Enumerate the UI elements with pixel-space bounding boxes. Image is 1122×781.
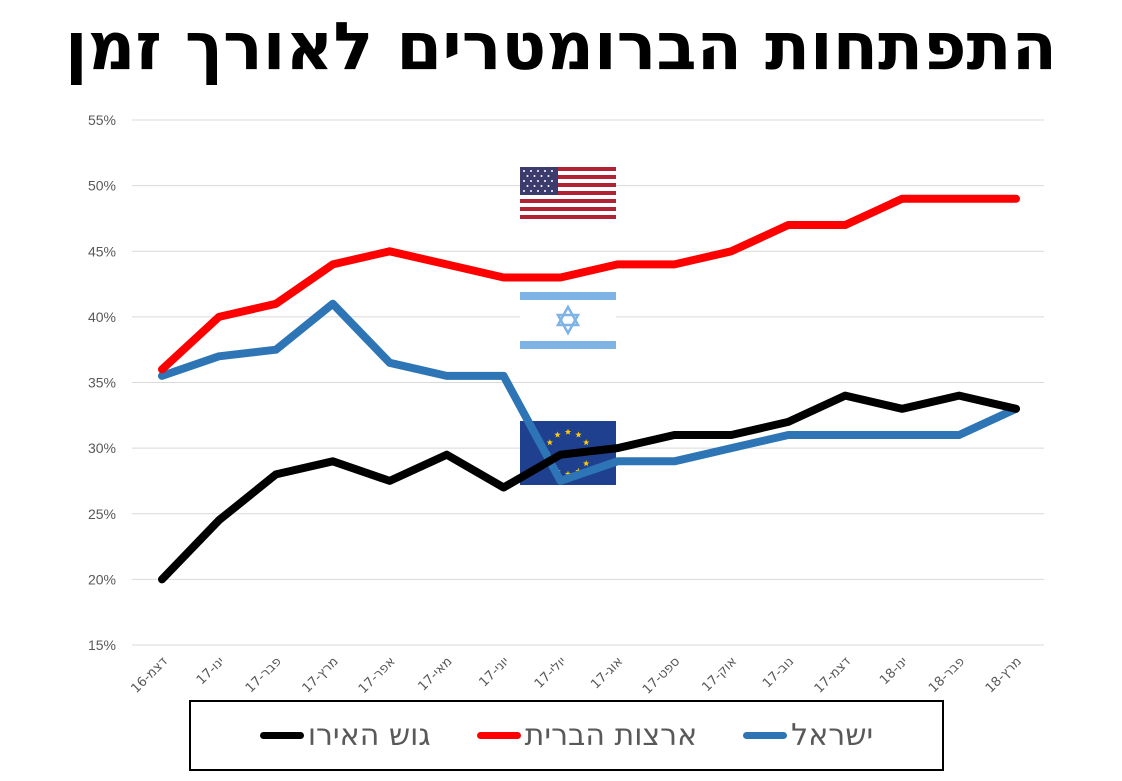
x-tick-label: נוב-17 bbox=[760, 654, 797, 691]
line-chart: 15% 20% 25% 30% 35% 40% 45% 50% 55% דצמ-16 ינו-17… bbox=[88, 112, 1044, 698]
legend-label: גוש האירו bbox=[307, 718, 431, 753]
y-tick-label: 55% bbox=[88, 112, 116, 128]
legend-item: גוש האירו bbox=[259, 718, 431, 753]
series-line bbox=[158, 391, 1020, 584]
legend-label: ישראל bbox=[791, 718, 874, 753]
y-tick-label: 50% bbox=[88, 178, 116, 194]
chart-title: התפתחות הברומטרים לאורך זמן bbox=[65, 8, 1057, 85]
x-tick-label: פבר-17 bbox=[243, 654, 285, 696]
x-tick-label: מאי-17 bbox=[415, 654, 455, 694]
legend: ישראל ארצות הברית גוש האירו bbox=[189, 700, 944, 771]
y-tick-label: 30% bbox=[88, 440, 116, 456]
israel-flag-icon bbox=[520, 290, 616, 354]
legend-swatch bbox=[743, 732, 788, 739]
legend-label: ארצות הברית bbox=[524, 718, 698, 753]
series-lines bbox=[158, 194, 1020, 584]
x-tick-label: אוג-17 bbox=[588, 654, 626, 692]
y-tick-label: 40% bbox=[88, 309, 116, 325]
y-tick-label: 15% bbox=[88, 637, 116, 653]
x-tick-label: יוני-17 bbox=[476, 654, 512, 690]
legend-swatch bbox=[259, 732, 304, 739]
y-tick-label: 20% bbox=[88, 571, 116, 587]
x-tick-label: אפר-17 bbox=[356, 654, 399, 697]
x-tick-label: מרץ-18 bbox=[983, 654, 1025, 696]
legend-swatch bbox=[476, 732, 521, 739]
x-tick-label: ספט-17 bbox=[640, 654, 683, 697]
x-tick-label: ינו-18 bbox=[877, 654, 911, 688]
x-tick-label: ינו-17 bbox=[194, 654, 228, 688]
legend-item: ישראל bbox=[743, 718, 873, 753]
y-axis-ticks: 15% 20% 25% 30% 35% 40% 45% 50% 55% bbox=[88, 112, 116, 653]
x-tick-label: יולי-17 bbox=[532, 654, 570, 692]
usa-flag-icon bbox=[520, 167, 616, 219]
x-axis-ticks: דצמ-16 ינו-17 פבר-17 מרץ-17 אפר-17 מאי-17 יוני… bbox=[128, 654, 1024, 697]
x-tick-label: מרץ-17 bbox=[300, 654, 342, 696]
x-tick-label: אוק-17 bbox=[699, 654, 740, 695]
legend-item: ארצות הברית bbox=[476, 718, 698, 753]
series-line bbox=[158, 194, 1020, 374]
x-tick-label: דצמ-17 bbox=[812, 654, 854, 696]
y-tick-label: 35% bbox=[88, 375, 116, 391]
series-line bbox=[158, 299, 1020, 485]
x-tick-label: פבר-18 bbox=[926, 654, 968, 696]
x-tick-label: דצמ-16 bbox=[128, 654, 170, 696]
y-tick-label: 45% bbox=[88, 243, 116, 259]
y-tick-label: 25% bbox=[88, 506, 116, 522]
